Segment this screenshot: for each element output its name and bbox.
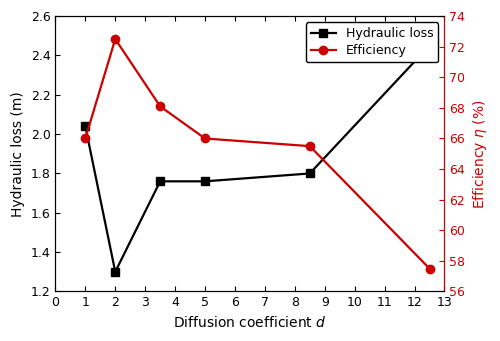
X-axis label: Diffusion coefficient $d$: Diffusion coefficient $d$ [173, 315, 327, 330]
Efficiency [82, 136, 88, 140]
Hydraulic loss [157, 179, 163, 183]
Y-axis label: Efficiency $\eta$ (%): Efficiency $\eta$ (%) [471, 99, 489, 208]
Efficiency [112, 37, 118, 41]
Hydraulic loss [82, 124, 88, 128]
Hydraulic loss [202, 179, 208, 183]
Hydraulic loss [307, 172, 313, 176]
Hydraulic loss [426, 44, 432, 48]
Y-axis label: Hydraulic loss (m): Hydraulic loss (m) [11, 91, 25, 217]
Legend: Hydraulic loss, Efficiency: Hydraulic loss, Efficiency [306, 23, 438, 62]
Hydraulic loss [112, 270, 118, 274]
Efficiency [426, 266, 432, 270]
Line: Hydraulic loss: Hydraulic loss [81, 42, 434, 276]
Line: Efficiency: Efficiency [81, 35, 434, 273]
Efficiency [307, 144, 313, 148]
Efficiency [202, 136, 208, 140]
Efficiency [157, 104, 163, 108]
